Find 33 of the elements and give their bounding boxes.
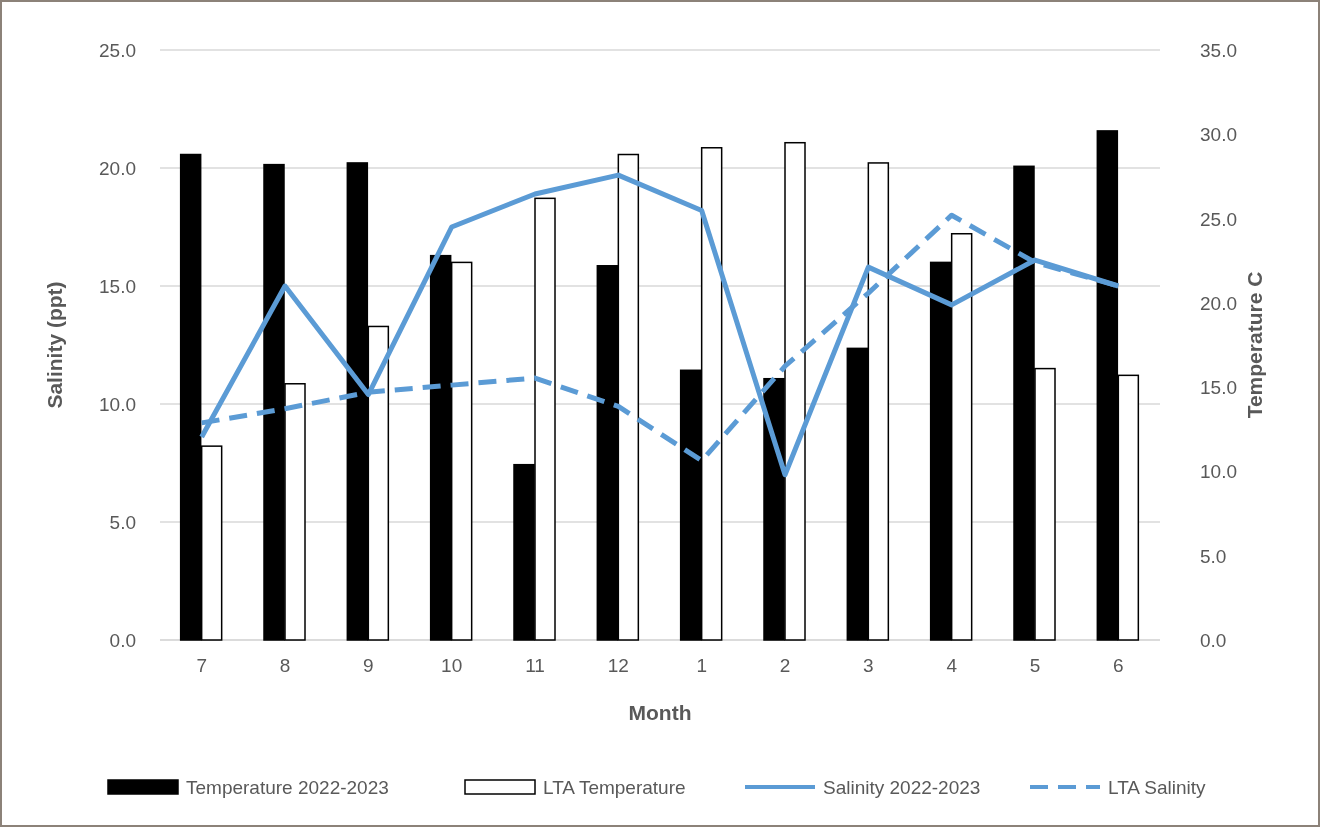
x-tick-label: 2	[779, 655, 791, 676]
x-tick-label: 8	[279, 655, 291, 676]
legend-label: Temperature 2022-2023	[186, 777, 389, 798]
x-axis-title: Month	[628, 701, 692, 724]
x-tick-label: 7	[196, 655, 207, 676]
x-tick-label: 4	[946, 655, 958, 676]
y2-tick-label: 5.0	[1200, 545, 1227, 567]
legend-label: Salinity 2022-2023	[823, 777, 981, 798]
legend-label: LTA Salinity	[1108, 777, 1206, 798]
y-tick-label: 20.0	[99, 158, 136, 179]
legend-label: LTA Temperature	[543, 777, 686, 798]
x-tick-label: 12	[607, 655, 629, 676]
y2-tick-label: 25.0	[1200, 208, 1237, 230]
y-tick-label: 0.0	[109, 630, 136, 651]
y-tick-label: 10.0	[99, 394, 136, 415]
y2-tick-label: 15.0	[1200, 377, 1237, 399]
y-tick-label: 25.0	[99, 40, 136, 61]
x-tick-label: 1	[696, 655, 707, 676]
x-tick-label: 5	[1029, 655, 1041, 676]
x-tick-label: 9	[363, 655, 374, 676]
y-tick-label: 15.0	[99, 276, 136, 297]
y2-tick-label: 30.0	[1200, 124, 1237, 146]
y-tick-label: 5.0	[109, 512, 136, 533]
x-tick-label: 3	[863, 655, 874, 676]
x-tick-label: 10	[441, 655, 463, 676]
y2-tick-label: 10.0	[1200, 461, 1237, 483]
y2-tick-label: 35.0	[1200, 40, 1237, 61]
y2-axis-title: Temperature C	[1243, 271, 1266, 419]
x-tick-label: 11	[525, 655, 545, 676]
y2-tick-label: 0.0	[1200, 630, 1227, 651]
y2-tick-label: 20.0	[1200, 292, 1237, 314]
y-axis-title: Salinity (ppt)	[43, 281, 66, 409]
x-tick-label: 6	[1113, 655, 1124, 676]
